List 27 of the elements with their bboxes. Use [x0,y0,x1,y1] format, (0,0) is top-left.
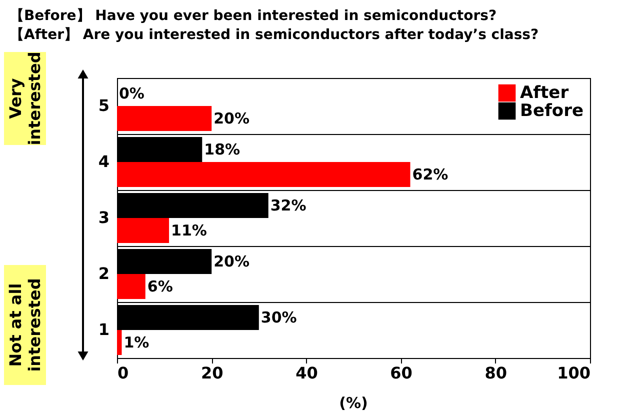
x-tick-label: 0 [118,364,129,382]
chart-title: 【Before】 Have you ever been interested in semiconductors? 【After】 Are you interested in semiconductors after today’s class? [10,8,539,43]
y-tick-label: 1 [98,320,110,339]
x-tick-label: 80 [484,364,508,382]
legend-label: Before [520,101,584,121]
data-label: 0% [119,84,144,102]
y-tick-label: 5 [98,96,110,115]
text: Not at all interested [6,278,44,372]
x-tick-label: 100 [557,364,590,382]
y-tick-label: 2 [98,264,110,283]
text: Very interested [6,52,44,146]
data-label: 20% [214,252,250,270]
y-tick-label: 3 [98,208,110,227]
x-tick-label: 40 [296,364,318,382]
data-label: 32% [270,196,306,214]
data-label: 20% [214,110,250,128]
y-tick-label: 4 [98,152,110,171]
data-label: 62% [412,166,448,184]
x-tick-label: 20 [200,364,224,382]
data-label: 6% [147,278,173,296]
data-label: 30% [260,308,297,326]
legend-label: After [520,83,570,103]
data-label: 18% [204,140,240,158]
data-label: 1% [124,334,150,352]
data-label: 11% [171,222,207,240]
x-tick-label: 60 [390,364,412,382]
x-axis-title: (%) [339,394,368,412]
